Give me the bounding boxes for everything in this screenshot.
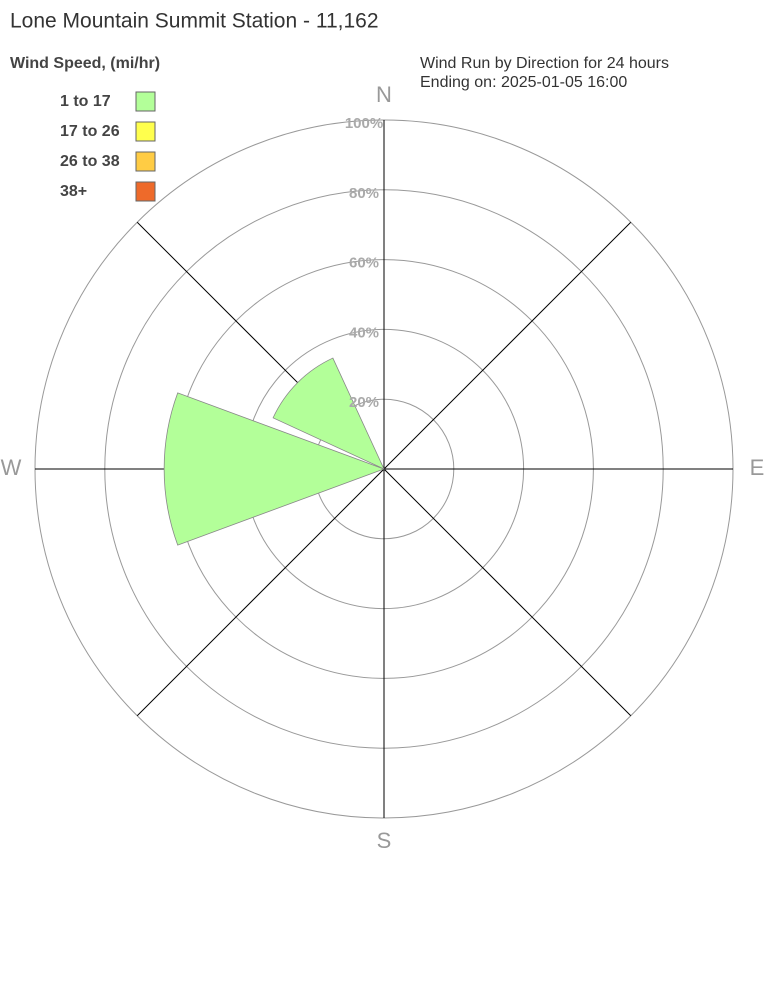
direction-label: N <box>376 82 392 107</box>
subtitle: Ending on: 2025-01-05 16:00 <box>420 74 627 91</box>
legend-swatch <box>135 181 156 202</box>
r-tick-label: 100% <box>345 115 383 132</box>
wedge <box>272 357 385 470</box>
r-tick-label: 60% <box>349 255 379 272</box>
spoke <box>136 468 385 717</box>
legend-title: Wind Speed, (mi/hr) <box>10 55 160 72</box>
legend-swatch <box>135 121 156 142</box>
r-tick-label: 40% <box>349 324 379 341</box>
direction-label: S <box>377 828 392 853</box>
legend-swatch <box>135 91 156 112</box>
legend-swatch <box>135 151 156 172</box>
legend-label: 1 to 17 <box>60 93 111 110</box>
spoke <box>383 468 632 717</box>
r-tick-label: 80% <box>349 185 379 202</box>
legend-label: 38+ <box>60 183 87 200</box>
direction-label: W <box>1 455 22 480</box>
spoke <box>383 221 632 470</box>
r-tick-label: 20% <box>349 394 379 411</box>
subtitle: Wind Run by Direction for 24 hours <box>420 55 669 72</box>
legend-label: 17 to 26 <box>60 123 120 140</box>
direction-label: E <box>750 455 765 480</box>
chart-title: Lone Mountain Summit Station - 11,162 <box>10 10 379 33</box>
wedge <box>163 392 386 546</box>
legend-label: 26 to 38 <box>60 153 120 170</box>
